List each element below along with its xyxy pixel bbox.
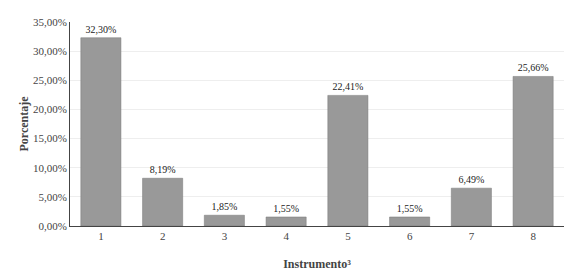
svg-text:8,19%: 8,19% bbox=[150, 164, 176, 175]
svg-text:Instrumento³: Instrumento³ bbox=[283, 257, 351, 271]
svg-text:8: 8 bbox=[530, 230, 536, 242]
svg-text:7: 7 bbox=[469, 230, 475, 242]
svg-text:1,85%: 1,85% bbox=[211, 201, 237, 212]
svg-text:2: 2 bbox=[160, 230, 166, 242]
svg-text:20,00%: 20,00% bbox=[33, 103, 67, 115]
svg-text:0,00%: 0,00% bbox=[38, 220, 66, 232]
svg-text:35,00%: 35,00% bbox=[33, 16, 67, 28]
svg-text:5,00%: 5,00% bbox=[38, 191, 66, 203]
svg-text:32,30%: 32,30% bbox=[85, 24, 116, 35]
svg-text:10,00%: 10,00% bbox=[33, 162, 67, 174]
svg-text:4: 4 bbox=[283, 230, 289, 242]
svg-text:30,00%: 30,00% bbox=[33, 45, 67, 57]
svg-text:6,49%: 6,49% bbox=[458, 174, 484, 185]
svg-text:1: 1 bbox=[98, 230, 104, 242]
svg-text:Porcentaje: Porcentaje bbox=[17, 96, 31, 152]
svg-text:1,55%: 1,55% bbox=[273, 203, 299, 214]
svg-text:6: 6 bbox=[407, 230, 413, 242]
svg-text:15,00%: 15,00% bbox=[33, 132, 67, 144]
svg-text:25,66%: 25,66% bbox=[518, 62, 549, 73]
svg-text:5: 5 bbox=[345, 230, 351, 242]
svg-text:3: 3 bbox=[222, 230, 228, 242]
svg-text:25,00%: 25,00% bbox=[33, 74, 67, 86]
svg-text:1,55%: 1,55% bbox=[397, 203, 423, 214]
svg-text:22,41%: 22,41% bbox=[332, 81, 363, 92]
